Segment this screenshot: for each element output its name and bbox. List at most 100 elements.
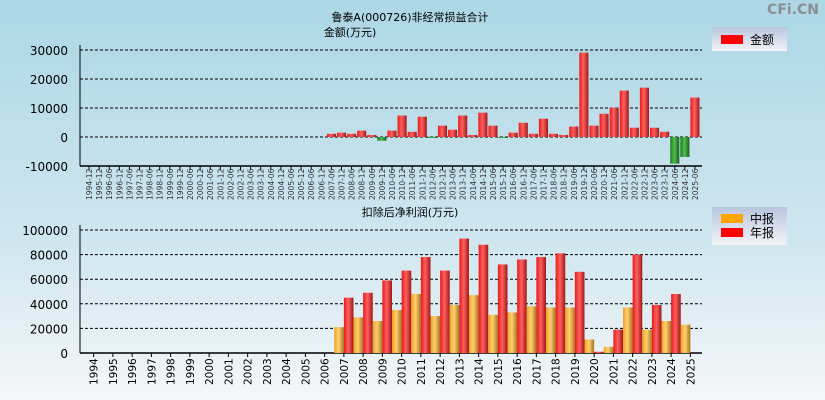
bar-annual-2019 (574, 271, 585, 353)
x-tick-label: 1998-06 (146, 168, 155, 200)
x-tick-label: 2015-12 (499, 168, 508, 200)
y-tick-label: 40000 (30, 298, 68, 312)
bar-2019-06 (569, 126, 579, 137)
x-tick-label: 2013-06 (449, 168, 458, 200)
bar-interim-2012 (430, 316, 441, 353)
bar-annual-2011 (420, 257, 431, 353)
x-tick-label: 1996-06 (105, 168, 114, 200)
x-tick-label: 2023-06 (651, 168, 660, 200)
x-tick-label: 2013 (454, 358, 466, 385)
x-tick-label: 2017 (531, 358, 543, 385)
bar-annual-2018 (555, 253, 566, 353)
x-tick-label: 2011-12 (418, 168, 427, 200)
bar-2011-12 (417, 116, 427, 137)
bar-2020-12 (599, 113, 609, 137)
x-tick-label: 2017-06 (529, 168, 538, 200)
x-tick-label: 2008 (358, 358, 370, 385)
bar-2013-12 (458, 115, 468, 137)
x-tick-label: 1998-12 (156, 168, 165, 200)
legend-label-amount: 金额 (750, 32, 775, 47)
x-tick-label: 2025 (685, 358, 697, 385)
x-tick-label: 2014-06 (469, 168, 478, 200)
y-tick-label: 80000 (30, 249, 68, 263)
x-tick-label: 2003-06 (247, 168, 256, 200)
bar-2011-06 (407, 131, 417, 137)
x-tick-label: 1997-06 (125, 168, 134, 200)
x-tick-label: 2020-12 (600, 168, 609, 200)
bar-2014-12 (478, 112, 488, 137)
x-tick-label: 2009-12 (378, 168, 387, 200)
top-legend: 金额 (712, 27, 787, 51)
x-tick-label: 2003 (262, 358, 274, 385)
bar-interim-2024 (661, 321, 672, 353)
x-tick-label: 2022-12 (640, 168, 649, 200)
bar-annual-2008 (363, 292, 373, 353)
y-tick-label: 60000 (30, 273, 68, 287)
bar-2017-06 (528, 133, 538, 137)
x-tick-label: 2016 (512, 358, 524, 385)
x-tick-label: 2002 (243, 358, 255, 385)
x-tick-label: 2012 (435, 358, 447, 385)
chart-title: 鲁泰A(000726)非经常损益合计 (331, 10, 488, 24)
bar-2018-12 (559, 134, 569, 137)
x-tick-label: 2021-06 (610, 168, 619, 200)
y-tick-label: 20000 (30, 73, 68, 87)
x-tick-label: 2007 (339, 358, 351, 385)
bar-interim-2007 (334, 327, 344, 353)
bar-interim-2020 (584, 339, 595, 353)
x-tick-label: 2017-12 (539, 168, 548, 200)
x-tick-label: 2010 (397, 358, 409, 385)
bar-2019-12 (579, 52, 589, 137)
x-tick-label: 2022 (628, 358, 640, 385)
x-tick-label: 2015-06 (489, 168, 498, 200)
bar-2012-12 (437, 125, 448, 137)
x-tick-label: 2014 (474, 358, 486, 385)
x-tick-label: 2002-06 (226, 168, 235, 200)
bar-2020-06 (589, 125, 599, 137)
x-tick-label: 1994-12 (85, 168, 94, 200)
bar-annual-2014 (478, 244, 489, 353)
x-tick-label: 2016-12 (519, 168, 528, 200)
x-tick-label: 2021 (608, 358, 620, 385)
y-tick-label: 30000 (30, 44, 68, 58)
x-tick-label: 2024-06 (671, 168, 680, 200)
bar-interim-2025 (680, 324, 691, 353)
x-tick-label: 2007-12 (338, 168, 347, 200)
x-tick-label: 1999 (185, 358, 197, 385)
legend-swatch-amount (721, 34, 743, 44)
x-tick-label: 2005-06 (287, 168, 296, 200)
bar-annual-2024 (671, 293, 681, 353)
bar-2016-06 (508, 132, 518, 137)
x-tick-label: 2008-06 (348, 168, 357, 200)
x-tick-label: 2023-12 (661, 168, 670, 200)
x-tick-label: 2014-12 (479, 168, 488, 200)
bar-interim-2008 (353, 317, 364, 353)
x-tick-label: 2015 (493, 358, 505, 385)
x-tick-label: 1999-12 (176, 168, 185, 200)
bar-interim-2015 (488, 314, 498, 353)
bar-annual-2007 (343, 297, 354, 353)
bar-2010-06 (387, 130, 397, 137)
y-tick-label: 10000 (30, 102, 68, 116)
x-tick-label: 2009-06 (368, 168, 377, 200)
x-tick-label: 2012-12 (438, 168, 447, 200)
x-tick-label: 2024-12 (681, 168, 690, 200)
x-tick-label: 2019-12 (580, 168, 589, 200)
x-tick-label: 2000-06 (186, 168, 195, 200)
x-tick-label: 2001 (223, 358, 235, 385)
x-tick-label: 1999-06 (166, 168, 175, 200)
bar-2015-06 (488, 125, 498, 137)
watermark-logo: CFi.CN (767, 2, 819, 18)
x-tick-label: 2011-06 (408, 168, 417, 200)
x-tick-label: 2019 (570, 358, 582, 385)
bar-2023-06 (650, 127, 660, 137)
x-tick-label: 2007-06 (327, 168, 336, 200)
bar-annual-2021 (613, 329, 623, 353)
bar-2024-12 (680, 137, 690, 158)
x-tick-label: 2013-12 (459, 168, 468, 200)
x-tick-label: 2006-12 (317, 168, 326, 200)
bar-2010-12 (397, 115, 407, 137)
bar-annual-2020 (594, 351, 604, 353)
bar-annual-2012 (440, 270, 450, 353)
bar-interim-2021 (603, 346, 614, 353)
